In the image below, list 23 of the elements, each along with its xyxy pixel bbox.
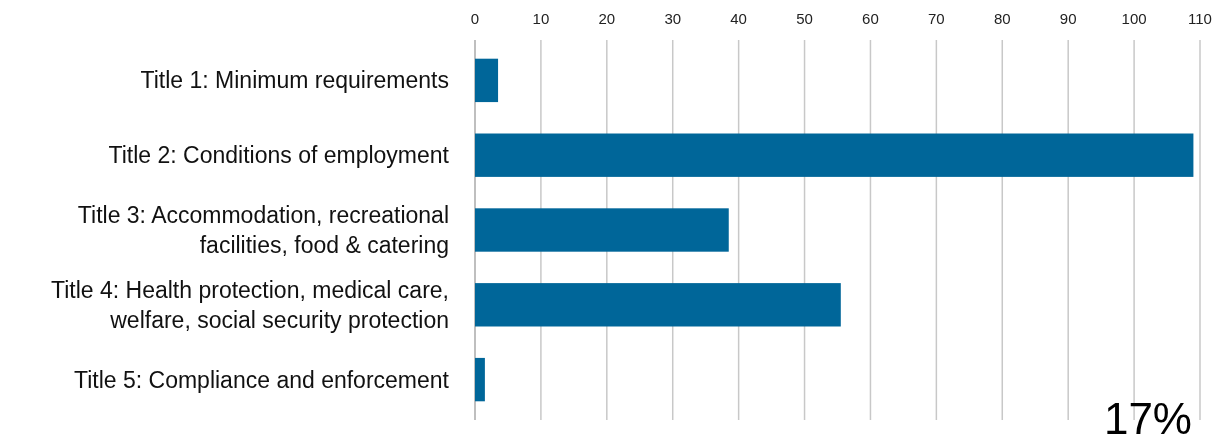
y-tick-label: Title 2: Conditions of employment (108, 142, 450, 169)
y-tick-label: Title 5: Compliance and enforcement (73, 366, 450, 393)
x-tick-label: 70 (928, 10, 945, 27)
y-tick-label: Title 1: Minimum requirements (140, 67, 449, 94)
bar (475, 283, 841, 327)
x-tick-label: 60 (862, 10, 879, 27)
bar (475, 133, 1194, 177)
bar (475, 208, 729, 252)
x-tick-label: 80 (993, 10, 1011, 27)
x-tick-label: 10 (532, 10, 550, 27)
x-tick-label: 0 (470, 10, 480, 27)
y-tick-label: Title 4: Health protection, medical care, welfare, social security protection (51, 276, 449, 333)
x-tick-label: 50 (796, 10, 813, 27)
x-tick-label: 100 (1121, 10, 1147, 27)
x-tick-label: 110 (1188, 10, 1212, 27)
annotation: 17% (1103, 394, 1192, 436)
bar (475, 357, 485, 402)
x-tick-label: 40 (730, 10, 747, 27)
x-tick-label: 30 (664, 10, 682, 27)
y-tick-label: Title 3: Accommodation, recreational facilities, food & catering (77, 202, 449, 258)
bar (475, 58, 499, 103)
x-tick-label: 20 (598, 10, 616, 27)
x-tick-label: 90 (1059, 10, 1077, 27)
